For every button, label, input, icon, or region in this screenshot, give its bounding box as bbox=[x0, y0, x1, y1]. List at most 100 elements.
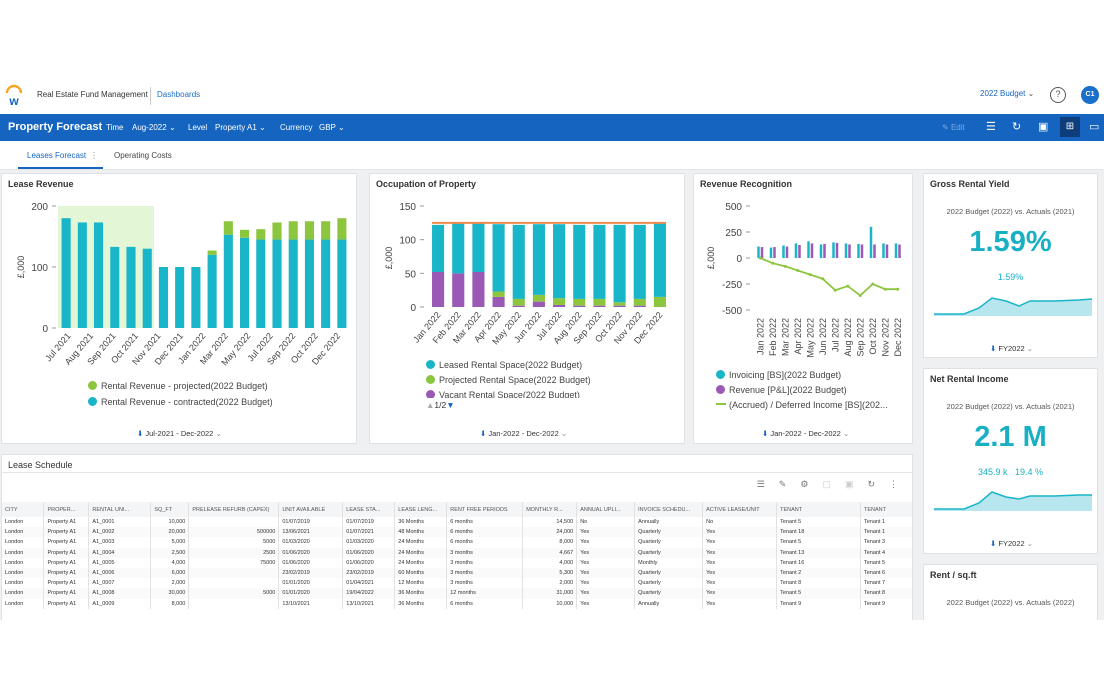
period-filter[interactable]: ⬇ FY2022 ⌄ bbox=[990, 344, 1033, 353]
table-cell[interactable]: 01/03/2020 bbox=[278, 537, 344, 548]
legend-item-contracted[interactable]: Rental Revenue - contracted(2022 Budget) bbox=[88, 397, 273, 407]
table-cell[interactable]: Yes bbox=[576, 578, 636, 589]
workday-logo-icon[interactable]: w bbox=[4, 84, 24, 108]
column-header[interactable]: SQ_FT bbox=[150, 502, 190, 517]
lease-schedule-card[interactable]: Lease Schedule ☰✎⚙▢▣↻⋮ CITY PROPER... RENT… bbox=[1, 454, 913, 620]
table-cell[interactable]: 5000 bbox=[188, 537, 280, 548]
table-cell[interactable] bbox=[188, 578, 280, 589]
table-cell[interactable]: A1_0001 bbox=[88, 517, 152, 528]
table-cell[interactable]: Yes bbox=[576, 567, 636, 579]
table-cell[interactable]: London bbox=[2, 517, 45, 528]
table-cell[interactable]: 6 months bbox=[446, 527, 524, 538]
edit-icon[interactable]: ✎ bbox=[778, 479, 801, 489]
legend-item-vacant[interactable]: Vacant Rental Space(2022 Budget) bbox=[426, 390, 580, 398]
table-cell[interactable]: London bbox=[2, 567, 45, 579]
legend-item-leased[interactable]: Leased Rental Space(2022 Budget) bbox=[426, 360, 582, 370]
table-cell[interactable]: Tenant 5 bbox=[776, 537, 861, 548]
rent-sqft-card[interactable]: Rent / sq.ft 2022 Budget (2022) vs. Actu… bbox=[923, 564, 1098, 620]
legend-item-revenue[interactable]: Revenue [P&L](2022 Budget) bbox=[716, 385, 847, 395]
table-cell[interactable]: A1_0006 bbox=[88, 567, 152, 579]
table-cell[interactable]: 2500 bbox=[188, 547, 280, 558]
table-cell[interactable]: 01/06/2020 bbox=[342, 547, 396, 558]
table-cell[interactable]: 01/06/2020 bbox=[278, 547, 344, 558]
column-header[interactable]: TENANT bbox=[860, 502, 912, 517]
table-cell[interactable]: 13/10/2021 bbox=[278, 598, 344, 609]
filter-icon[interactable]: ☰ bbox=[756, 479, 779, 489]
table-cell[interactable]: 23/02/2019 bbox=[278, 567, 344, 579]
table-cell[interactable]: 4,000 bbox=[150, 557, 190, 568]
legend-item-accrued[interactable]: (Accrued) / Deferred Income [BS](202... bbox=[716, 400, 912, 410]
table-cell[interactable]: Tenant 2 bbox=[776, 567, 861, 579]
table-cell[interactable]: Tenant 5 bbox=[860, 557, 912, 568]
more-icon[interactable]: ⋮ bbox=[889, 479, 898, 489]
table-cell[interactable]: A1_0002 bbox=[88, 527, 152, 538]
table-cell[interactable]: 6 months bbox=[446, 537, 524, 548]
legend-item-projected[interactable]: Projected Rental Space(2022 Budget) bbox=[426, 375, 591, 385]
table-cell[interactable]: 31,000 bbox=[522, 588, 578, 599]
table-cell[interactable]: 5,000 bbox=[150, 537, 190, 548]
table-cell[interactable]: Yes bbox=[576, 537, 636, 548]
present-icon[interactable]: ▭ bbox=[1089, 121, 1100, 133]
column-header[interactable]: LEASE LENG... bbox=[394, 502, 448, 517]
table-cell[interactable]: A1_0007 bbox=[88, 578, 152, 589]
table-cell[interactable]: 01/07/2019 bbox=[342, 517, 396, 528]
date-range-filter[interactable]: ⬇ Jul-2021 - Dec-2022 ⌄ bbox=[137, 429, 222, 438]
occupation-card[interactable]: Occupation of Property 0 50 100 150 £,000 Jan… bbox=[369, 173, 685, 444]
column-header[interactable]: UNIT AVAILABLE bbox=[278, 502, 344, 517]
table-cell[interactable]: Tenant 8 bbox=[776, 578, 861, 589]
table-cell[interactable]: 12 months bbox=[446, 588, 524, 599]
table-cell[interactable]: Yes bbox=[576, 598, 636, 609]
table-cell[interactable]: Annually bbox=[634, 517, 704, 528]
column-header[interactable]: CITY bbox=[2, 502, 45, 517]
table-cell[interactable]: 500000 bbox=[188, 527, 280, 538]
table-cell[interactable]: Property A1 bbox=[43, 578, 90, 589]
table-cell[interactable]: Tenant 1 bbox=[860, 527, 912, 538]
table-row[interactable]: London Property A1 A1_0003 5,000 5000 01/03/2… bbox=[2, 537, 912, 548]
table-cell[interactable]: 60 Months bbox=[394, 567, 448, 579]
breadcrumb-dashboards[interactable]: Dashboards bbox=[157, 90, 201, 99]
revenue-recognition-card[interactable]: Revenue Recognition -500 -250 0 250 500 £,000… bbox=[693, 173, 913, 444]
table-cell[interactable]: Tenant 5 bbox=[776, 588, 861, 599]
filter-currency-select[interactable]: GBP ⌄ bbox=[319, 123, 345, 132]
table-cell[interactable]: 24,000 bbox=[522, 527, 578, 538]
table-cell[interactable]: 6 months bbox=[446, 598, 524, 609]
filter-time-select[interactable]: Aug-2022 ⌄ bbox=[132, 123, 176, 132]
table-cell[interactable]: Yes bbox=[702, 547, 778, 558]
table-cell[interactable]: 01/07/2021 bbox=[342, 527, 396, 538]
table-cell[interactable]: 36 Months bbox=[394, 588, 448, 599]
table-cell[interactable]: 75000 bbox=[188, 557, 280, 568]
table-cell[interactable]: Tenant 16 bbox=[776, 557, 861, 568]
table-cell[interactable]: Property A1 bbox=[43, 567, 90, 579]
table-row[interactable]: London Property A1 A1_0004 2,500 2500 01/06/2… bbox=[2, 547, 912, 558]
table-cell[interactable]: Property A1 bbox=[43, 547, 90, 558]
table-row[interactable]: London Property A1 A1_0001 10,000 01/07/2019… bbox=[2, 517, 912, 528]
table-row[interactable]: London Property A1 A1_0002 20,000 500000 13/0… bbox=[2, 527, 912, 538]
table-cell[interactable]: 01/03/2020 bbox=[342, 537, 396, 548]
table-cell[interactable]: London bbox=[2, 547, 45, 558]
tab-more-icon[interactable]: ⋮ bbox=[90, 151, 98, 160]
table-cell[interactable]: Yes bbox=[702, 567, 778, 579]
table-cell[interactable]: Property A1 bbox=[43, 537, 90, 548]
filter-level-select[interactable]: Property A1 ⌄ bbox=[215, 123, 266, 132]
table-cell[interactable]: Tenant 13 bbox=[776, 547, 861, 558]
table-cell[interactable]: Yes bbox=[576, 527, 636, 538]
table-cell[interactable]: London bbox=[2, 527, 45, 538]
table-cell[interactable]: 2,000 bbox=[522, 578, 578, 589]
table-cell[interactable]: 14,500 bbox=[522, 517, 578, 528]
table-cell[interactable]: London bbox=[2, 578, 45, 589]
table-cell[interactable]: Yes bbox=[576, 588, 636, 599]
lease-revenue-card[interactable]: Lease Revenue 0 100 200 £,000 Jul 2021 Aug 20… bbox=[1, 173, 357, 444]
table-cell[interactable]: A1_0005 bbox=[88, 557, 152, 568]
filter-icon[interactable]: ☰ bbox=[986, 121, 996, 133]
save-icon[interactable]: ▣ bbox=[844, 479, 868, 489]
legend-item-invoicing[interactable]: Invoicing [BS](2022 Budget) bbox=[716, 370, 841, 380]
table-cell[interactable]: 8,000 bbox=[150, 598, 190, 609]
table-cell[interactable]: London bbox=[2, 588, 45, 599]
table-cell[interactable]: 3 months bbox=[446, 547, 524, 558]
table-row[interactable]: London Property A1 A1_0009 8,000 13/10/2021 1… bbox=[2, 598, 912, 609]
table-cell[interactable]: Quarterly bbox=[634, 567, 704, 579]
avatar[interactable]: C1 bbox=[1081, 86, 1099, 104]
column-header[interactable]: TENANT bbox=[776, 502, 861, 517]
table-cell[interactable] bbox=[188, 598, 280, 609]
gross-rental-yield-card[interactable]: Gross Rental Yield 2022 Budget (2022) vs… bbox=[923, 173, 1098, 358]
